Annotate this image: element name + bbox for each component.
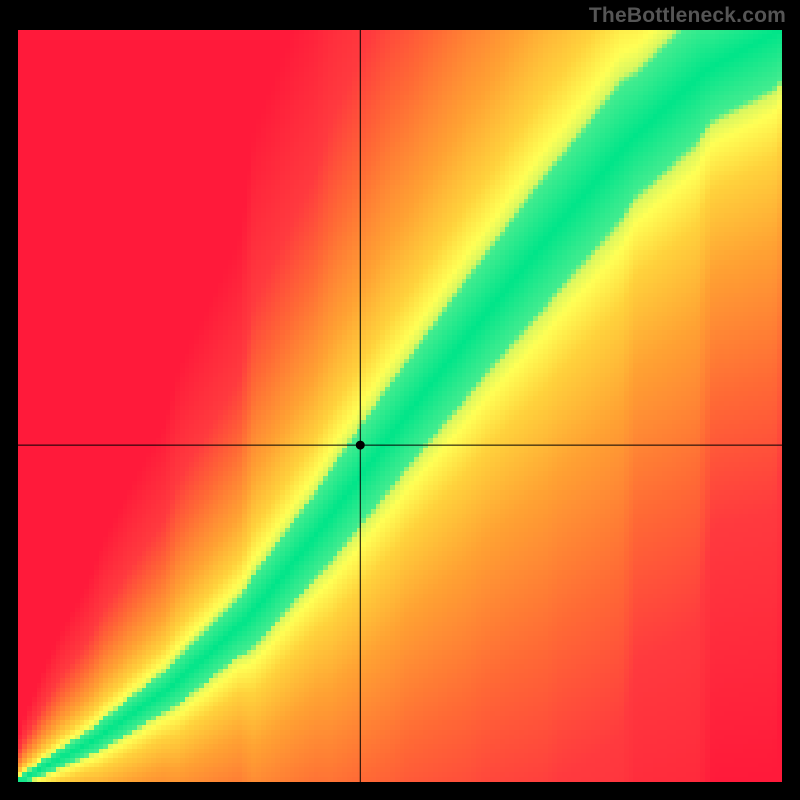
page-root: TheBottleneck.com (0, 0, 800, 800)
watermark-text: TheBottleneck.com (589, 4, 786, 28)
bottleneck-heatmap (18, 30, 782, 782)
